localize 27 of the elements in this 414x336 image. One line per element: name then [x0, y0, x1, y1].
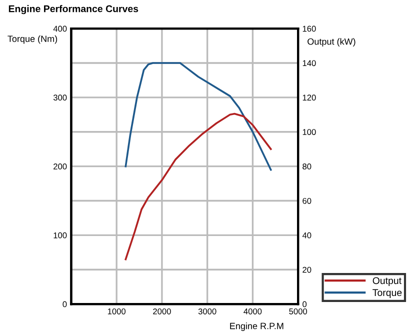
y2-tick-label: 20 — [302, 266, 312, 273]
y-tick-label: 400 — [53, 26, 67, 32]
x-tick-label: 2000 — [153, 308, 171, 314]
y-tick-label: 200 — [54, 164, 67, 170]
legend-label: Torque — [372, 289, 402, 298]
y2-tick-label: 60 — [302, 198, 312, 204]
y2-tick-label: 120 — [302, 94, 316, 101]
y2-tick-label: 160 — [302, 26, 316, 32]
x-tick-label: 5000 — [289, 308, 308, 314]
x-tick-label: 1000 — [108, 308, 126, 314]
y2-tick-label: 140 — [302, 60, 316, 66]
x-axis-title: Engine R.P.M — [230, 322, 284, 331]
y-tick-label: 300 — [53, 94, 67, 101]
legend-label: Output — [372, 277, 402, 286]
y2-tick-label: 100 — [302, 129, 316, 135]
y2-axis-title: Output (kW) — [308, 38, 356, 47]
y2-tick-label: 80 — [302, 164, 312, 170]
y-axis-title: Torque (Nm) — [8, 35, 58, 44]
y2-tick-label: 40 — [302, 232, 312, 238]
y-tick-label: 100 — [54, 232, 67, 238]
chart-title: Engine Performance Curves — [8, 5, 138, 14]
line-series — [124, 112, 272, 260]
x-tick-label: 3000 — [198, 308, 216, 314]
line-series — [124, 62, 272, 171]
y2-tick-label: 0 — [302, 301, 307, 308]
y-tick-label: 0 — [62, 301, 67, 308]
x-tick-label: 4000 — [244, 308, 262, 314]
